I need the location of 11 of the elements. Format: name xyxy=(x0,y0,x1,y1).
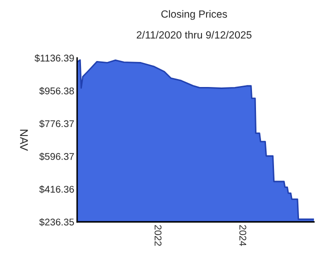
y-tick-label: $236.35 xyxy=(39,218,74,226)
y-tick-label: $596.37 xyxy=(39,152,74,160)
y-tick-label: $956.38 xyxy=(39,87,74,95)
x-tick-label: 2024 xyxy=(239,225,246,246)
y-tick-label: $416.36 xyxy=(39,185,74,194)
x-tick-label: 2022 xyxy=(154,225,162,246)
y-tick-label: $1136.39 xyxy=(34,54,74,62)
y-axis-title: NAV xyxy=(20,130,28,151)
chart-title: Closing Prices xyxy=(161,10,227,20)
y-tick-label: $776.37 xyxy=(39,120,74,128)
chart-subtitle: 2/11/2020 thru 9/12/2025 xyxy=(136,30,252,39)
